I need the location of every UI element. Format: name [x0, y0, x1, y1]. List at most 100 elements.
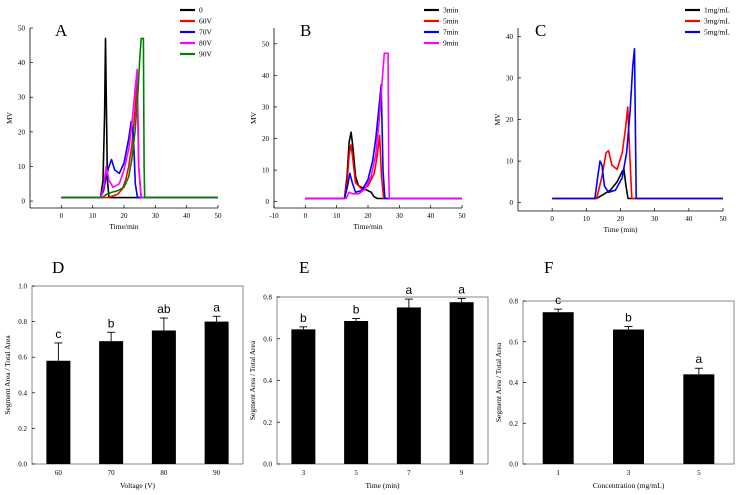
chart-f-panel-letter: F: [544, 258, 553, 277]
chart-a-legend-label: 60V: [199, 17, 213, 26]
chart-a-xtick-label: 30: [152, 212, 160, 220]
panel-c-chromatogram: 0 10 20 30 40 0 10 20 30 40 50 Time (min) MV C 1mg/mL 3…: [493, 6, 730, 235]
chart-c-ytick-label: 30: [506, 74, 514, 82]
chart-b-ytick-label: 40: [262, 72, 270, 80]
chart-d-bar: [204, 321, 229, 464]
chart-d-xtick-label: 60: [55, 469, 63, 477]
chart-b-legend-label: 5min: [443, 17, 459, 26]
chart-d-significance-label: b: [108, 316, 115, 330]
chart-c-series-line: [552, 106, 723, 200]
panel-b-chromatogram: 0 10 20 30 40 50 -10 0 10 20 30 40 50 Time/min MV B 3min…: [249, 6, 466, 232]
panel-f-bar-chart: 0.0 0.2 0.4 0.6 0.8 c 1 b 3 a 5 Concentration (mg/m…: [494, 258, 735, 490]
chart-e-xtick-label: 5: [354, 469, 358, 477]
chart-d-plot-frame: [31, 285, 244, 465]
chart-f-bar: [542, 312, 574, 464]
chart-c-xtick-label: 30: [651, 215, 659, 223]
chart-e-ytick-label: 0.0: [263, 461, 272, 469]
chart-d-panel-letter: D: [52, 258, 64, 277]
chart-d-bar: [151, 330, 176, 464]
chart-e-bar: [291, 329, 316, 464]
chart-c-legend-label: 1mg/mL: [704, 6, 730, 15]
chart-a-xtick-label: 20: [121, 212, 129, 220]
chart-c-panel-letter: C: [535, 21, 546, 40]
chart-f-bar: [613, 329, 644, 464]
chart-c-xtick-label: 20: [617, 215, 625, 223]
chart-c-y-axis-label: MV: [493, 113, 502, 126]
chart-e-bar: [449, 302, 474, 464]
chart-e-significance-label: b: [353, 303, 360, 317]
chart-b-xtick-label: 30: [396, 212, 404, 220]
chart-d-ytick-label: 1.0: [18, 283, 27, 291]
chart-f-ytick-label: 0.0: [509, 461, 518, 469]
chart-d-ytick-label: 0.6: [18, 354, 27, 362]
chart-d-ytick-label: 0.4: [18, 389, 27, 397]
chart-f-ytick-label: 0.6: [509, 338, 518, 346]
chart-e-bar: [344, 321, 369, 464]
chart-e-xtick-label: 3: [302, 469, 306, 477]
chart-a-legend-label: 80V: [199, 39, 213, 48]
chart-d-significance-label: ab: [157, 302, 171, 316]
chart-f-xtick-label: 1: [556, 469, 560, 477]
chart-a-legend-label: 70V: [199, 28, 213, 37]
chart-e-ytick-label: 0.6: [263, 335, 272, 343]
chart-b-legend-label: 9min: [443, 39, 459, 48]
chart-b-panel-letter: B: [300, 21, 311, 40]
chart-e-y-axis-label: Segment Area / Total Area: [248, 340, 257, 420]
panel-a-chromatogram: 0 10 20 30 40 50 0 10 20 30 40 50 Time/min MV A 0 60V 70V…: [5, 6, 222, 232]
chart-b-legend-label: 7min: [443, 28, 459, 37]
chart-b-xtick-label: 50: [459, 212, 467, 220]
chart-d-x-axis-label: Voltage (V): [120, 481, 156, 490]
chart-f-y-axis-label: Segment Area / Total Area: [494, 342, 503, 422]
chart-e-x-axis-label: Time (min): [365, 481, 400, 490]
chart-e-xtick-label: 9: [460, 469, 464, 477]
chart-c-x-axis-label: Time (min): [603, 225, 638, 234]
chart-a-xtick-label: 10: [89, 212, 97, 220]
chart-d-xtick-label: 90: [213, 469, 221, 477]
chart-a-ytick-label: 30: [18, 94, 26, 102]
chart-b-ytick-label: 0: [266, 198, 270, 206]
chart-b-x-axis-label: Time/min: [353, 222, 383, 231]
chart-c-series-line: [552, 47, 723, 200]
chart-a-ytick-label: 50: [18, 25, 26, 33]
chart-a-ytick-label: 40: [18, 59, 26, 67]
chart-f-significance-label: b: [625, 310, 632, 324]
chart-d-significance-label: a: [213, 300, 220, 314]
chart-a-x-axis-label: Time/min: [109, 222, 139, 231]
chart-f-xtick-label: 5: [697, 469, 701, 477]
chart-d-ytick-label: 0.8: [18, 318, 27, 326]
chart-f-x-axis-label: Concentration (mg/mL): [593, 481, 665, 490]
chart-d-xtick-label: 70: [108, 469, 116, 477]
chart-d-bar: [46, 360, 71, 464]
chart-c-ytick-label: 40: [506, 33, 514, 41]
chart-f-xtick-label: 3: [627, 469, 631, 477]
chart-a-xtick-label: 50: [215, 212, 223, 220]
chart-b-ytick-label: 50: [262, 40, 270, 48]
chart-a-legend-label: 0: [199, 6, 203, 15]
chart-b-series-line: [305, 84, 462, 200]
panel-e-bar-chart: 0.0 0.2 0.4 0.6 0.8 b 3 b 5 a 7 a 9 Time (min) Segment…: [248, 258, 489, 490]
chart-d-significance-label: c: [55, 327, 61, 341]
chart-f-ytick-label: 0.2: [509, 420, 518, 428]
chart-d-bar: [99, 341, 124, 464]
chart-b-ytick-label: 20: [262, 135, 270, 143]
chart-b-ytick-label: 30: [262, 103, 270, 111]
chart-d-xtick-label: 80: [160, 469, 168, 477]
chart-c-xtick-label: 0: [550, 215, 554, 223]
chart-b-xtick-label: -10: [269, 212, 279, 220]
chart-e-ytick-label: 0.2: [263, 419, 272, 427]
chart-f-significance-label: c: [555, 293, 561, 307]
chart-c-xtick-label: 10: [583, 215, 591, 223]
chart-f-bar: [683, 374, 715, 464]
chart-b-xtick-label: 0: [304, 212, 308, 220]
chart-e-significance-label: b: [300, 311, 307, 325]
chart-e-panel-letter: E: [299, 258, 309, 277]
chart-e-xtick-label: 7: [407, 469, 411, 477]
chart-a-ytick-label: 10: [18, 163, 26, 171]
chart-c-legend-label: 5mg/mL: [704, 28, 730, 37]
chart-a-ytick-label: 20: [18, 128, 26, 136]
chart-e-ytick-label: 0.8: [263, 294, 272, 302]
chart-a-xtick-label: 40: [183, 212, 191, 220]
chart-b-xtick-label: 20: [365, 212, 373, 220]
